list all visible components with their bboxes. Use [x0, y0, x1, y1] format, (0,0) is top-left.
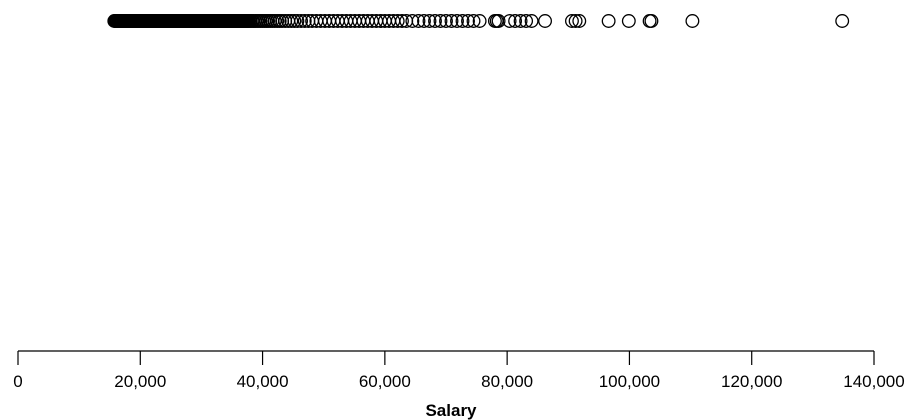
x-axis-title: Salary: [425, 401, 477, 420]
data-point: [287, 14, 302, 28]
data-point: [294, 14, 309, 28]
data-point: [461, 14, 475, 28]
data-point: [411, 14, 426, 28]
data-point: [568, 14, 583, 28]
data-point: [297, 14, 312, 28]
data-point: [601, 14, 616, 28]
data-point: [284, 14, 299, 28]
data-point: [466, 14, 481, 28]
data-point: [450, 14, 464, 28]
data-point: [405, 14, 420, 28]
data-point: [835, 14, 850, 28]
data-point: [519, 14, 534, 28]
x-axis-tick-label: 100,000: [599, 372, 660, 391]
data-point: [538, 14, 553, 28]
data-point: [572, 14, 587, 28]
data-point: [290, 14, 305, 28]
x-axis-tick-label: 60,000: [359, 372, 411, 391]
data-point: [621, 14, 636, 28]
x-axis: 0 20,000 40,000 60,000 80,000 100,000 120,000 1…: [13, 350, 905, 391]
data-point: [565, 14, 579, 28]
data-point: [390, 14, 405, 28]
x-axis-tick-label: 0: [13, 372, 22, 391]
data-point: [513, 14, 528, 28]
data-point: [502, 14, 517, 28]
data-point: [444, 14, 459, 28]
x-axis-ticks: 0 20,000 40,000 60,000 80,000 100,000 120,000 1…: [13, 351, 905, 391]
data-point: [491, 14, 506, 28]
data-point: [508, 14, 523, 28]
x-axis-tick-label: 40,000: [237, 372, 289, 391]
x-axis-tick-label: 80,000: [481, 372, 533, 391]
data-point: [428, 14, 442, 28]
data-point: [455, 14, 470, 28]
data-point: [524, 14, 539, 28]
x-axis-tick-label: 20,000: [114, 372, 166, 391]
data-point: [422, 14, 437, 28]
data-point: [417, 14, 431, 28]
data-point: [439, 14, 453, 28]
data-point: [644, 14, 659, 28]
data-point: [433, 14, 448, 28]
data-point: [685, 14, 700, 28]
data-point: [472, 14, 487, 28]
x-axis-tick-label: 140,000: [843, 372, 904, 391]
data-point: [395, 14, 409, 28]
data-points: [107, 14, 850, 28]
x-axis-tick-label: 120,000: [721, 372, 782, 391]
